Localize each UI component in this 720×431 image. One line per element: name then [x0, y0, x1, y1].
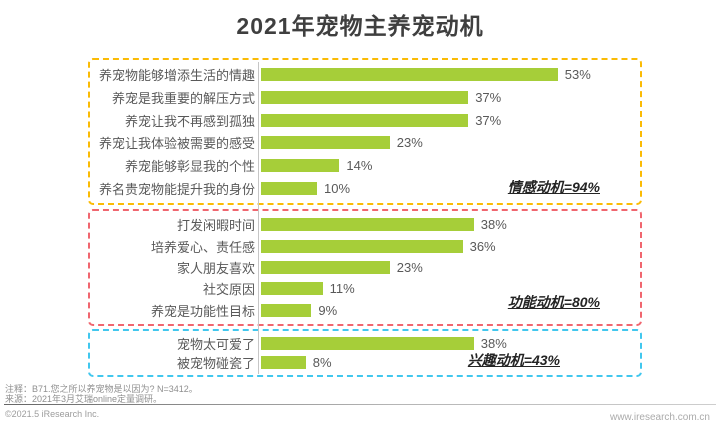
bar-row: 养宠是我重要的解压方式 37% — [90, 86, 640, 108]
bar-zone: 36% — [261, 239, 496, 254]
value-label: 23% — [396, 260, 423, 276]
value-bar — [261, 159, 340, 173]
category-label: 养名贵宠物能提升我的身份 — [98, 182, 255, 198]
bar-zone: 23% — [261, 260, 423, 275]
value-label: 53% — [564, 66, 591, 82]
value-bar — [261, 337, 474, 350]
bar-row: 养宠是功能性目标 9% — [90, 300, 640, 321]
bar-row: 社交原因 11% — [90, 278, 640, 299]
value-label: 38% — [480, 336, 507, 351]
footnote-question: 注释：B71.您之所以养宠物是以因为? N=3412。 — [5, 384, 198, 394]
category-label: 养宠让我体验被需要的感受 — [98, 136, 255, 152]
value-label: 36% — [469, 238, 496, 254]
group-summary-label: 兴趣动机=43% — [467, 352, 560, 368]
motivation-group-box: 宠物太可爱了 38% 被宠物碰瓷了 8% 兴趣动机=43% — [88, 329, 642, 377]
footer-divider — [4, 404, 716, 405]
bar-row: 培养爱心、责任感 36% — [90, 235, 640, 256]
bar-zone: 37% — [261, 90, 501, 105]
bar-zone: 10% — [261, 181, 350, 196]
bar-row: 宠物太可爱了 38% — [90, 334, 640, 353]
category-label: 被宠物碰瓷了 — [176, 356, 255, 371]
value-label: 37% — [475, 112, 502, 128]
bar-row: 养宠让我不再感到孤独 37% — [90, 109, 640, 131]
value-bar — [261, 113, 469, 127]
bar-zone: 9% — [261, 303, 337, 318]
category-label: 打发闲暇时间 — [176, 218, 255, 234]
value-bar — [261, 261, 390, 275]
value-bar — [261, 239, 463, 253]
value-label: 9% — [318, 302, 338, 318]
motivation-group-box: 打发闲暇时间 38% 培养爱心、责任感 36% 家人朋友喜欢 23% 社交原因 11% 养宠是功… — [88, 209, 642, 326]
copyright-text: ©2021.5 iResearch Inc. — [5, 409, 100, 419]
value-label: 11% — [329, 281, 355, 297]
bar-zone: 37% — [261, 113, 501, 128]
value-label: 23% — [396, 135, 423, 151]
value-bar — [261, 90, 469, 104]
bar-zone: 14% — [261, 158, 372, 173]
value-bar — [261, 356, 306, 369]
value-bar — [261, 136, 390, 150]
value-bar — [261, 67, 558, 81]
bar-zone: 8% — [261, 355, 332, 370]
value-bar — [261, 182, 317, 196]
bar-zone: 11% — [261, 281, 355, 296]
page-title: 2021年宠物主养宠动机 — [236, 13, 484, 39]
value-bar — [261, 282, 323, 296]
category-label: 养宠是我重要的解压方式 — [111, 90, 255, 106]
motivation-group-box: 养宠物能够增添生活的情趣 53% 养宠是我重要的解压方式 37% 养宠让我不再感到孤独 3… — [88, 58, 642, 205]
category-label: 养宠物能够增添生活的情趣 — [98, 67, 255, 83]
bar-zone: 38% — [261, 336, 507, 351]
footnote-source: 来源：2021年3月艾瑞online定量调研。 — [5, 394, 163, 404]
value-bar — [261, 303, 312, 317]
category-label: 养宠能够彰显我的个性 — [124, 159, 255, 175]
value-bar — [261, 218, 474, 232]
bar-row: 养名贵宠物能提升我的身份 10% — [90, 178, 640, 200]
group-summary-label: 功能动机=80% — [507, 294, 600, 310]
category-label: 养宠让我不再感到孤独 — [124, 113, 255, 129]
category-label: 培养爱心、责任感 — [150, 239, 255, 255]
bar-zone: 23% — [261, 135, 423, 150]
value-label: 10% — [324, 181, 351, 197]
category-label: 社交原因 — [202, 282, 255, 298]
category-label: 家人朋友喜欢 — [176, 261, 255, 277]
category-axis-line — [258, 62, 259, 374]
bar-row: 养宠让我体验被需要的感受 23% — [90, 132, 640, 154]
value-label: 8% — [312, 355, 332, 370]
category-label: 宠物太可爱了 — [176, 337, 255, 352]
category-label: 养宠是功能性目标 — [150, 303, 255, 319]
bar-row: 养宠能够彰显我的个性 14% — [90, 155, 640, 177]
website-url: www.iresearch.com.cn — [609, 412, 710, 423]
bar-row: 打发闲暇时间 38% — [90, 214, 640, 235]
bar-row: 家人朋友喜欢 23% — [90, 257, 640, 278]
bar-row: 被宠物碰瓷了 8% — [90, 353, 640, 372]
bar-zone: 38% — [261, 217, 507, 232]
value-label: 14% — [346, 158, 373, 174]
bar-zone: 53% — [261, 67, 591, 82]
bar-row: 养宠物能够增添生活的情趣 53% — [90, 63, 640, 85]
value-label: 38% — [480, 217, 507, 233]
group-summary-label: 情感动机=94% — [507, 179, 600, 195]
value-label: 37% — [475, 89, 502, 105]
